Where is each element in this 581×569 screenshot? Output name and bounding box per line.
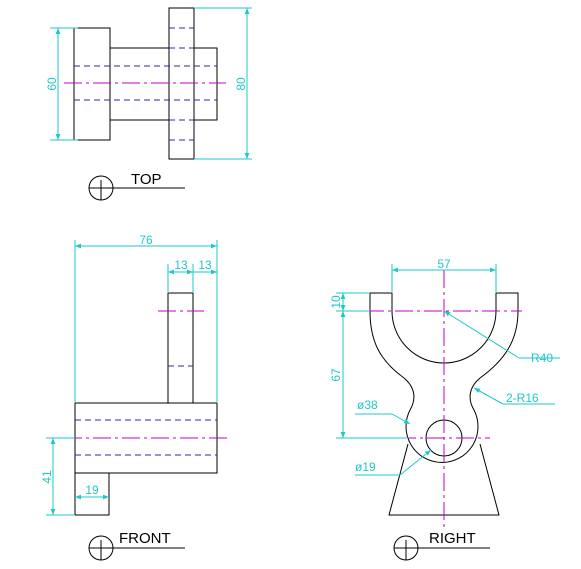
front-dim-height: 41 (40, 470, 54, 484)
front-view: 76 13 13 41 19 FRONT (40, 233, 228, 561)
right-dim-outer-dia: ø38 (357, 398, 378, 412)
right-view-label: RIGHT (429, 530, 476, 547)
top-view-label: TOP (131, 171, 162, 188)
right-dim-height: 67 (329, 368, 343, 382)
top-view-left-block (73, 27, 111, 141)
top-view-flange-boss (193, 47, 218, 121)
top-view: 60 80 TOP (45, 7, 252, 201)
right-dim-bore-dia: ø19 (355, 460, 376, 474)
right-view-outline (369, 292, 519, 463)
top-view-symbol-icon (88, 175, 185, 201)
front-view-symbol-icon (88, 535, 185, 561)
right-dim-radius: R40 (531, 351, 553, 365)
front-view-rib (167, 292, 194, 404)
top-view-boss (109, 47, 170, 121)
right-view-symbol-icon (393, 535, 490, 561)
front-dim-base: 19 (85, 483, 99, 497)
right-dim-fillets: 2-R16 (506, 391, 539, 405)
front-view-label: FRONT (119, 530, 171, 547)
top-dim-overall: 80 (234, 77, 248, 91)
front-dim-length: 76 (139, 233, 153, 247)
right-view: 57 10 67 R40 2-R16 ø38 ø19 RIGHT (329, 257, 560, 561)
front-view-base (74, 472, 110, 516)
right-dim-width: 57 (437, 257, 451, 271)
right-dim-top: 10 (329, 295, 343, 309)
top-dim-height: 60 (45, 77, 59, 91)
front-dim-rib-b: 13 (198, 258, 212, 272)
front-dim-rib-a: 13 (174, 258, 188, 272)
